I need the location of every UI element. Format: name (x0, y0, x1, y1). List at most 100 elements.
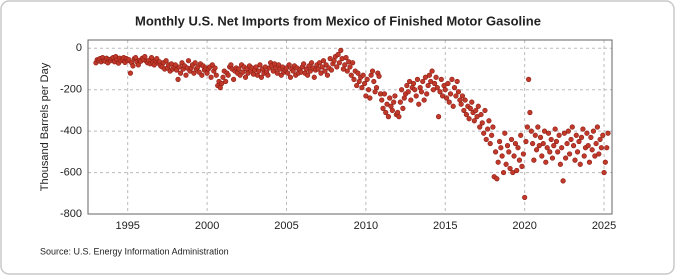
point (428, 78, 434, 85)
point (482, 107, 488, 114)
point (383, 109, 389, 116)
point (572, 157, 578, 163)
point (338, 47, 344, 53)
point (220, 74, 226, 80)
point (474, 114, 480, 120)
point (258, 74, 264, 80)
point (385, 114, 392, 120)
point (362, 80, 368, 87)
point (576, 138, 582, 145)
point (519, 163, 525, 169)
point (567, 151, 573, 157)
point (473, 107, 479, 114)
point (574, 149, 581, 155)
point (384, 101, 390, 107)
y-tick-label: -200 (60, 84, 82, 96)
point (305, 72, 311, 78)
chart-title: Monthly U.S. Net Imports from Mexico of … (135, 13, 541, 28)
point (592, 153, 598, 159)
x-tick-label: 2010 (354, 220, 378, 232)
point (432, 80, 438, 87)
point (508, 136, 515, 143)
point (486, 118, 492, 124)
point (586, 159, 593, 165)
point (526, 76, 532, 82)
point (559, 145, 565, 151)
point (413, 93, 419, 99)
point (400, 105, 406, 111)
point (355, 70, 361, 76)
point (301, 61, 307, 67)
point (256, 68, 262, 74)
point (600, 132, 606, 138)
point (397, 99, 403, 105)
point (439, 93, 446, 99)
point (308, 60, 315, 66)
point (549, 155, 556, 161)
point (481, 130, 487, 136)
point (327, 56, 333, 62)
point (347, 64, 353, 70)
point (490, 124, 496, 130)
point (371, 78, 377, 85)
point (455, 89, 462, 95)
point (426, 72, 432, 78)
point (593, 140, 599, 147)
point (537, 134, 544, 140)
point (494, 176, 500, 182)
point (434, 85, 440, 91)
point (531, 157, 537, 163)
point (449, 76, 455, 82)
point (172, 62, 178, 68)
point (344, 68, 350, 74)
point (502, 130, 508, 136)
x-tick-label: 2005 (274, 220, 298, 232)
point (545, 130, 552, 136)
point (459, 93, 466, 99)
point (536, 143, 542, 149)
grid (88, 40, 612, 215)
point (451, 85, 458, 91)
point (424, 91, 430, 97)
point (265, 72, 271, 78)
point (257, 62, 263, 68)
point (557, 161, 563, 167)
point (454, 78, 460, 85)
x-tick-label: 2015 (433, 220, 457, 232)
point (436, 114, 442, 120)
point (477, 124, 483, 130)
point (463, 111, 469, 118)
point (350, 60, 356, 66)
point (287, 74, 294, 80)
point (512, 140, 519, 147)
point (343, 55, 349, 61)
point (553, 138, 560, 145)
point (373, 85, 380, 91)
point (498, 145, 504, 151)
point (524, 124, 530, 130)
point (364, 76, 370, 82)
point (493, 149, 499, 155)
point (335, 51, 341, 58)
point (410, 80, 417, 87)
point (496, 138, 503, 145)
point (142, 53, 148, 60)
point (421, 97, 427, 103)
point (148, 55, 155, 61)
point (348, 72, 354, 78)
point (551, 143, 557, 149)
source-note: Source: U.S. Energy Information Administ… (40, 246, 229, 256)
point (274, 70, 280, 76)
point (510, 169, 516, 176)
x-tick-label: 2025 (592, 220, 616, 232)
point (466, 116, 472, 122)
point (442, 87, 448, 93)
point (322, 68, 328, 74)
point (389, 107, 395, 114)
point (242, 74, 249, 80)
point (467, 105, 473, 111)
point (212, 65, 218, 71)
point (597, 136, 603, 143)
point (489, 132, 495, 138)
